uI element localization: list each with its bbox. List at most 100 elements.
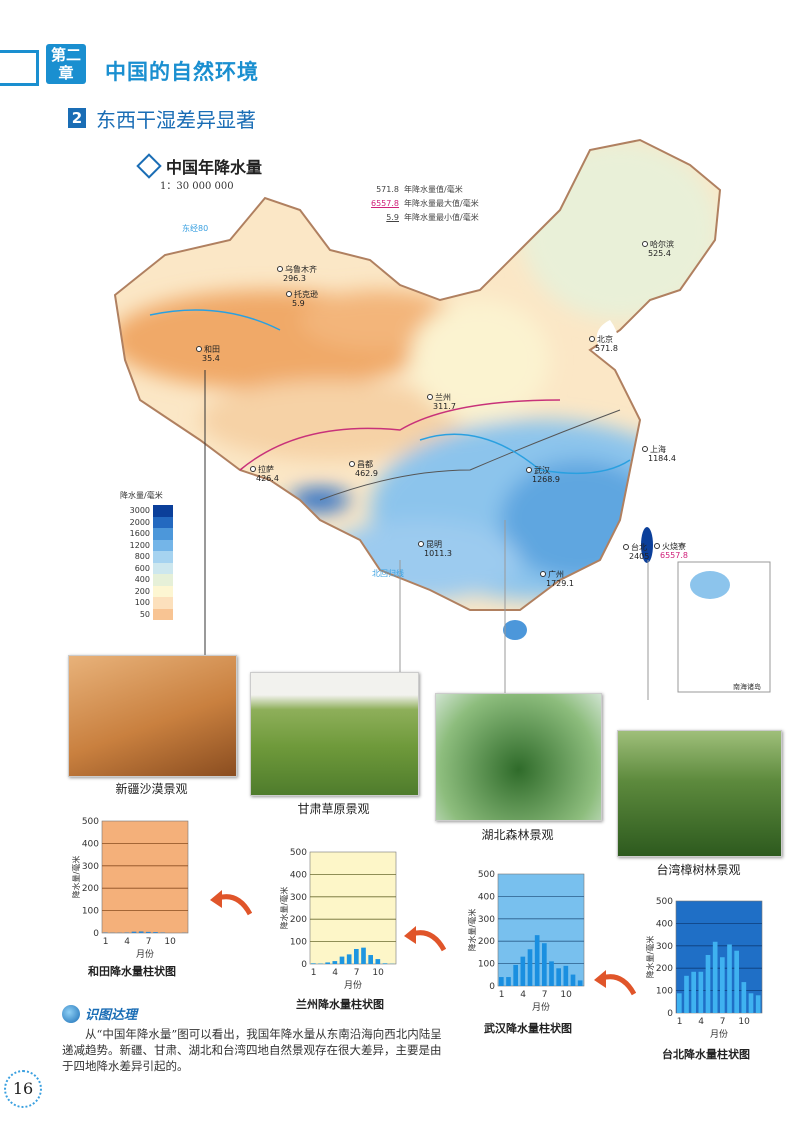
y-axis-label: 降水量/毫米 xyxy=(467,909,477,952)
x-axis-label: 月份 xyxy=(532,1001,550,1013)
bar xyxy=(361,947,366,964)
rivers xyxy=(149,309,631,475)
taiwan-island xyxy=(641,527,653,563)
legend-row: 3000 xyxy=(120,505,173,517)
bar xyxy=(311,963,316,964)
tropic-label: 北回归线 xyxy=(372,569,404,578)
city-value: 525.4 xyxy=(648,249,671,258)
bar xyxy=(499,977,504,986)
bar xyxy=(691,971,696,1013)
bar xyxy=(577,980,583,986)
city-value: 426.4 xyxy=(256,474,279,483)
city-name: 和田 xyxy=(204,345,220,354)
y-tick-label: 300 xyxy=(82,862,99,872)
bar xyxy=(570,974,576,986)
legend-row: 50 xyxy=(120,608,173,620)
city-marker: 火烧寮 6557.8 xyxy=(654,542,688,560)
city-name: 昆明 xyxy=(426,540,442,549)
x-tick-label: 7 xyxy=(542,990,548,1000)
note-text: 从“中国年降水量”图可以看出，我国年降水量从东南沿海向西北内陆呈递减趋势。新疆、… xyxy=(62,1027,442,1073)
y-tick-label: 100 xyxy=(478,960,495,970)
bar xyxy=(698,971,704,1013)
y-tick-label: 400 xyxy=(478,892,495,902)
map-title: 中国年降水量 xyxy=(136,153,262,179)
bar xyxy=(332,961,338,964)
legend-value: 2000 xyxy=(129,517,150,527)
city-dot-icon xyxy=(286,291,292,297)
south-sea-label: 南海诸岛 xyxy=(733,683,761,691)
x-tick-label: 1 xyxy=(311,968,317,978)
city-dot-icon xyxy=(250,466,256,472)
city-name: 北京 xyxy=(597,335,613,344)
globe-icon xyxy=(62,1005,80,1023)
y-tick-label: 400 xyxy=(656,919,673,929)
photo-caption: 甘肃草原景观 xyxy=(297,802,370,816)
legend-value: 3000 xyxy=(129,506,150,516)
header-decor-box xyxy=(0,50,39,86)
y-tick-label: 300 xyxy=(290,893,307,903)
key-value: 571.8 xyxy=(376,185,399,194)
x-tick-label: 10 xyxy=(372,968,384,978)
legend-row: 1200 xyxy=(120,539,173,551)
plot-area xyxy=(675,900,763,1014)
chart-caption: 兰州降水量柱状图 xyxy=(296,998,384,1011)
x-tick-label: 1 xyxy=(499,990,505,1000)
legend-value: 1200 xyxy=(129,540,150,550)
city-marker: 北京 571.8 xyxy=(589,335,618,353)
x-axis-label: 月份 xyxy=(710,1028,728,1040)
city-dot-icon xyxy=(540,571,546,577)
city-marker: 武汉 1268.9 xyxy=(526,466,560,484)
legend-value: 800 xyxy=(134,552,150,562)
map-key-row: 571.8 年降水量值/毫米 xyxy=(363,184,463,195)
y-tick-label: 300 xyxy=(656,942,673,952)
legend-title: 降水量/毫米 xyxy=(120,491,163,500)
bohai-sea xyxy=(596,320,619,365)
section-title: 东西干湿差异显著 xyxy=(96,108,256,132)
photo-caption: 湖北森林景观 xyxy=(481,828,554,842)
photo-gansu-grassland xyxy=(250,672,419,796)
city-name: 哈尔滨 xyxy=(650,240,674,249)
bar xyxy=(542,943,547,986)
city-value: 35.4 xyxy=(202,354,220,363)
y-axis-label: 降水量/毫米 xyxy=(279,887,289,930)
y-tick-label: 0 xyxy=(93,929,99,939)
city-value: 462.9 xyxy=(355,469,378,478)
key-value: 6557.8 xyxy=(371,199,399,208)
x-tick-label: 7 xyxy=(354,968,360,978)
city-dot-icon xyxy=(196,346,202,352)
key-label: 年降水量最小值/毫米 xyxy=(404,213,479,222)
bar xyxy=(534,935,540,986)
photo-taiwan-camphor-forest xyxy=(617,730,782,857)
bar-chart: 0 100 200 300 400 500 1 4 7 10 月份 降水量/毫米 xyxy=(645,897,763,1040)
legend-row: 2000 xyxy=(120,516,173,528)
chart-caption: 和田降水量柱状图 xyxy=(88,965,176,978)
legend-swatch xyxy=(153,516,173,528)
map-key-row: 5.9 年降水量最小值/毫米 xyxy=(363,212,479,223)
bar xyxy=(727,944,732,1013)
isohyet-400 xyxy=(239,399,561,471)
bar xyxy=(354,948,359,964)
city-value: 1011.3 xyxy=(424,549,452,558)
legend-swatch xyxy=(153,574,173,586)
y-axis-label: 降水量/毫米 xyxy=(71,856,81,899)
bar xyxy=(346,954,352,964)
bar-chart: 0 100 200 300 400 500 1 4 7 10 月份 降水量/毫米 xyxy=(467,870,585,1013)
hainan-island xyxy=(503,620,527,640)
section-number: 2 xyxy=(68,108,86,128)
y-tick-label: 400 xyxy=(82,839,99,849)
x-tick-label: 7 xyxy=(146,937,152,947)
legend-value: 200 xyxy=(134,586,150,596)
city-name: 武汉 xyxy=(534,466,550,475)
photo-caption: 新疆沙漠景观 xyxy=(115,782,188,796)
city-marker: 广州 1729.1 xyxy=(540,570,574,588)
inset-fill xyxy=(690,571,730,599)
map-number-icon xyxy=(136,153,162,179)
city-dot-icon xyxy=(623,544,629,550)
city-value: 1268.9 xyxy=(532,475,560,484)
city-dot-icon xyxy=(277,266,283,272)
arrow-icon xyxy=(594,970,636,996)
bar xyxy=(748,993,754,1013)
city-name: 台北 xyxy=(631,543,647,552)
city-marker: 拉萨 426.4 xyxy=(250,465,279,483)
